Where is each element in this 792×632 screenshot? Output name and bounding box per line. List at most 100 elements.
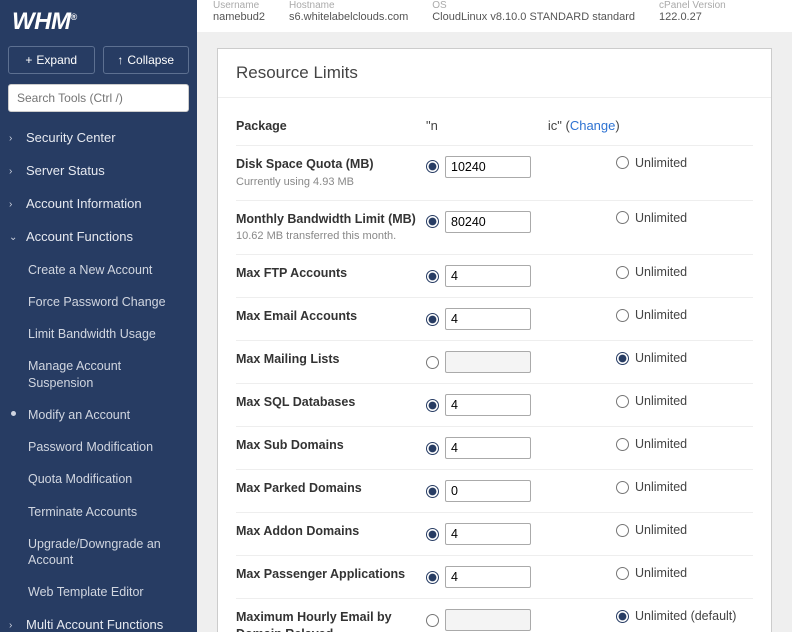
nav-item[interactable]: Modify an Account: [0, 399, 197, 431]
nav-item[interactable]: Quota Modification: [0, 463, 197, 495]
limit-input[interactable]: [445, 211, 531, 233]
version-header: cPanel Version: [659, 0, 726, 11]
value-radio[interactable]: [426, 160, 439, 173]
version-value: 122.0.27: [659, 11, 726, 23]
value-radio[interactable]: [426, 528, 439, 541]
chevron-right-icon: ›: [9, 198, 12, 211]
bullet-icon: [11, 411, 16, 416]
nav-item[interactable]: ⌄Account Functions: [0, 221, 197, 254]
nav-item[interactable]: › Multi Account Functions: [0, 609, 197, 632]
nav-item[interactable]: Create a New Account: [0, 254, 197, 286]
nav-item-label: Limit Bandwidth Usage: [28, 327, 156, 341]
nav-item-label: Force Password Change: [28, 295, 166, 309]
unlimited-label: Unlimited: [635, 211, 687, 225]
unlimited-label: Unlimited: [635, 523, 687, 537]
value-radio[interactable]: [426, 356, 439, 369]
username-header: Username: [213, 0, 265, 11]
limit-input[interactable]: [445, 265, 531, 287]
limit-label: Max Passenger Applications: [236, 566, 426, 583]
nav-item-label: Account Information: [26, 196, 142, 211]
unlimited-label: Unlimited: [635, 265, 687, 279]
value-radio[interactable]: [426, 571, 439, 584]
nav-item[interactable]: › Account Information: [0, 188, 197, 221]
limit-label: Maximum Hourly Email by Domain Relayed: [236, 609, 426, 632]
limit-input[interactable]: [445, 523, 531, 545]
nav: ›Security Center›Server Status›Account I…: [0, 122, 197, 632]
limit-input[interactable]: [445, 308, 531, 330]
value-radio[interactable]: [426, 485, 439, 498]
nav-item[interactable]: Web Template Editor: [0, 576, 197, 608]
username-value: namebud2: [213, 11, 265, 23]
nav-item-label: Security Center: [26, 130, 116, 145]
limit-label: Disk Space Quota (MB)Currently using 4.9…: [236, 156, 426, 190]
nav-item[interactable]: Terminate Accounts: [0, 496, 197, 528]
nav-item-label: Multi Account Functions: [26, 617, 163, 632]
limit-row: Max Addon DomainsUnlimited: [236, 513, 753, 556]
nav-item[interactable]: › Security Center: [0, 122, 197, 155]
limit-row: Max Passenger ApplicationsUnlimited: [236, 556, 753, 599]
nav-item-label: Password Modification: [28, 440, 153, 454]
nav-item-label: Manage Account Suspension: [28, 359, 121, 389]
search-input[interactable]: [8, 84, 189, 112]
value-radio[interactable]: [426, 270, 439, 283]
nav-item[interactable]: Limit Bandwidth Usage: [0, 318, 197, 350]
nav-item[interactable]: Password Modification: [0, 431, 197, 463]
nav-item-label: Server Status: [26, 163, 105, 178]
os-header: OS: [432, 0, 635, 11]
package-value: "nic" (Change): [426, 118, 620, 133]
change-link[interactable]: Change: [570, 118, 616, 133]
value-radio[interactable]: [426, 614, 439, 627]
limit-input[interactable]: [445, 156, 531, 178]
limit-input[interactable]: [445, 351, 531, 373]
unlimited-radio[interactable]: [616, 266, 629, 279]
unlimited-radio[interactable]: [616, 395, 629, 408]
chevron-right-icon: ›: [9, 132, 12, 145]
limit-input[interactable]: [445, 394, 531, 416]
unlimited-label: Unlimited: [635, 351, 687, 365]
limit-row: Max SQL DatabasesUnlimited: [236, 384, 753, 427]
expand-button[interactable]: +Expand: [8, 46, 95, 74]
limit-row: Max Parked Domains Unlimited: [236, 470, 753, 513]
collapse-button[interactable]: ↑Collapse: [103, 46, 190, 74]
nav-item-label: Quota Modification: [28, 472, 132, 486]
unlimited-radio[interactable]: [616, 438, 629, 451]
unlimited-radio[interactable]: [616, 309, 629, 322]
limit-row: Max Mailing Lists Unlimited: [236, 341, 753, 384]
nav-item[interactable]: Manage Account Suspension: [0, 350, 197, 399]
unlimited-radio[interactable]: [616, 352, 629, 365]
limit-sublabel: Currently using 4.93 MB: [236, 175, 426, 190]
unlimited-label: Unlimited: [635, 480, 687, 494]
limit-input[interactable]: [445, 566, 531, 588]
unlimited-radio[interactable]: [616, 211, 629, 224]
limit-row: Disk Space Quota (MB)Currently using 4.9…: [236, 146, 753, 201]
limit-label: Max Parked Domains: [236, 480, 426, 497]
unlimited-radio[interactable]: [616, 567, 629, 580]
unlimited-label: Unlimited: [635, 437, 687, 451]
limit-row: Max Sub Domains Unlimited: [236, 427, 753, 470]
unlimited-radio[interactable]: [616, 481, 629, 494]
unlimited-radio[interactable]: [616, 156, 629, 169]
unlimited-radio[interactable]: [616, 610, 629, 623]
unlimited-label: Unlimited (default): [635, 609, 736, 623]
limit-row: Max FTP AccountsUnlimited: [236, 255, 753, 298]
value-radio[interactable]: [426, 215, 439, 228]
nav-item[interactable]: Force Password Change: [0, 286, 197, 318]
unlimited-label: Unlimited: [635, 156, 687, 170]
chevron-right-icon: ›: [9, 619, 12, 632]
limit-label: Max Sub Domains: [236, 437, 426, 454]
logo: WHM®: [0, 0, 197, 46]
limit-input[interactable]: [445, 609, 531, 631]
value-radio[interactable]: [426, 442, 439, 455]
limit-input[interactable]: [445, 437, 531, 459]
limit-input[interactable]: [445, 480, 531, 502]
nav-item[interactable]: Upgrade/Downgrade an Account: [0, 528, 197, 577]
value-radio[interactable]: [426, 399, 439, 412]
limit-row: Max Email AccountsUnlimited: [236, 298, 753, 341]
value-radio[interactable]: [426, 313, 439, 326]
nav-item[interactable]: ›Server Status: [0, 155, 197, 188]
unlimited-label: Unlimited: [635, 308, 687, 322]
unlimited-radio[interactable]: [616, 524, 629, 537]
up-icon: ↑: [117, 53, 123, 67]
nav-item-label: Create a New Account: [28, 263, 152, 277]
limit-label: Max Mailing Lists: [236, 351, 426, 368]
